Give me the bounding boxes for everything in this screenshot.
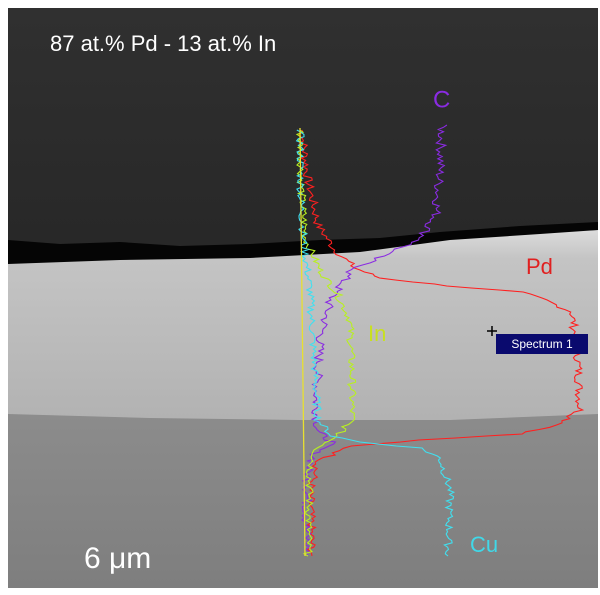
line-scan — [295, 124, 585, 557]
cu-profile — [295, 129, 456, 557]
label-pd: Pd — [526, 254, 553, 279]
label-c: C — [433, 86, 450, 113]
spectrum-marker: Spectrum 1 — [487, 326, 588, 354]
scan-line — [299, 127, 306, 557]
label-in: In — [368, 321, 386, 346]
in-profile — [295, 129, 357, 557]
scale-bar-label: 6 μm — [84, 542, 151, 575]
sem-image — [8, 8, 598, 595]
title: 87 at.% Pd - 13 at.% In — [50, 31, 276, 56]
label-cu: Cu — [470, 532, 498, 557]
spectrum-label: Spectrum 1 — [511, 337, 573, 351]
